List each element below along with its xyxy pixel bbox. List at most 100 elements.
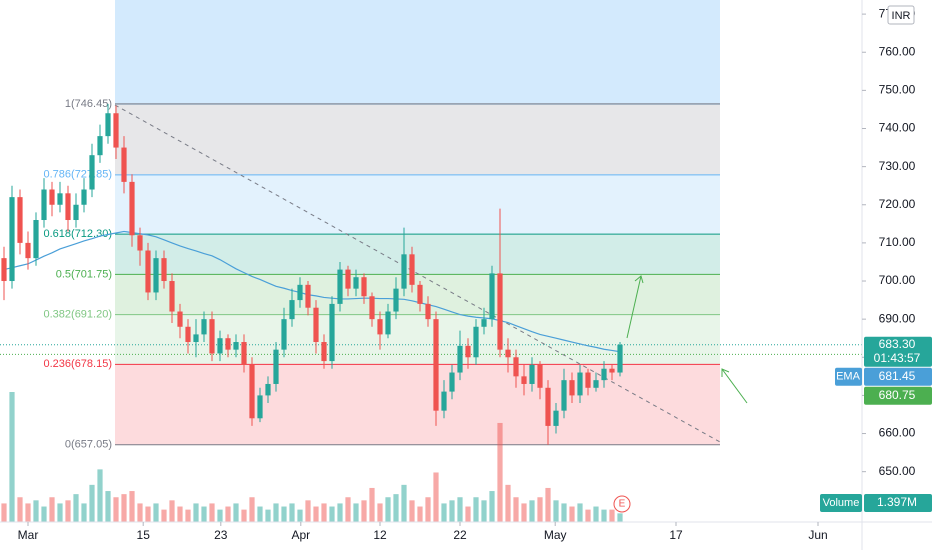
fib-zone — [115, 103, 720, 175]
candle-body — [97, 136, 103, 156]
candle-body — [593, 380, 599, 388]
volume-bar — [81, 503, 87, 522]
x-tick-label: Jun — [808, 528, 827, 542]
arrow — [721, 368, 748, 404]
volume-name-badge — [820, 494, 862, 512]
candle-body — [65, 193, 71, 221]
candle-body — [209, 319, 215, 354]
candle-body — [57, 193, 63, 205]
fib-label: 0.236(678.15) — [44, 358, 113, 370]
volume-bar — [217, 509, 223, 522]
candle-body — [577, 372, 583, 396]
candle-body — [609, 368, 615, 373]
candle-body — [257, 395, 263, 419]
candle-body — [465, 345, 471, 358]
volume-bar — [441, 503, 447, 522]
volume-bar — [361, 500, 367, 522]
y-tick-label: 700.00 — [879, 273, 916, 287]
candle-body — [289, 300, 295, 320]
candle-body — [553, 410, 559, 426]
candle-body — [513, 357, 519, 377]
volume-bar — [321, 503, 327, 522]
y-tick-label: 760.00 — [879, 44, 916, 58]
volume-bar — [209, 503, 215, 522]
volume-bar — [433, 472, 439, 522]
candle-body — [401, 254, 407, 289]
volume-bar — [105, 491, 111, 522]
candle-body — [569, 380, 575, 396]
candle-body — [273, 349, 279, 384]
candle-body — [105, 113, 111, 137]
candle-body — [113, 113, 119, 148]
candle-body — [41, 189, 47, 221]
arrow-head — [721, 368, 730, 377]
volume-bar — [41, 506, 47, 522]
volume-bar — [537, 497, 543, 522]
volume-bar — [201, 506, 207, 522]
volume-bar — [473, 497, 479, 522]
candle-body — [185, 326, 191, 343]
last-price-badge — [864, 336, 932, 367]
volume-bar — [73, 494, 79, 522]
volume-bar — [161, 509, 167, 522]
volume-bar — [113, 497, 119, 522]
candle-body — [121, 147, 127, 182]
price-line-badge — [864, 386, 932, 405]
last-price: 683.30 — [879, 337, 916, 351]
candle-body — [145, 250, 151, 293]
earnings: E — [613, 495, 631, 513]
candle-body — [297, 284, 303, 301]
ema-name: EMA — [836, 371, 861, 383]
volume-bar — [353, 503, 359, 522]
fib-label: 1(746.45) — [65, 98, 112, 110]
volume-badge — [864, 494, 932, 512]
volume-bar — [137, 503, 143, 522]
volume-bar — [97, 469, 103, 522]
candle-body — [489, 273, 495, 320]
candle-body — [89, 155, 95, 190]
candle-body — [217, 338, 223, 354]
ema-layer — [3, 230, 621, 353]
volume-bar — [241, 509, 247, 522]
volume-bar — [385, 497, 391, 522]
volume-name: Volume — [823, 497, 860, 509]
ema-line — [3, 230, 621, 353]
volume-bar — [401, 484, 407, 522]
x-tick-label: 17 — [669, 528, 683, 542]
volume-bar — [609, 509, 615, 522]
candle-body — [281, 319, 287, 350]
candle-body — [529, 364, 535, 384]
volume-pane — [1, 392, 623, 522]
volume-bar — [121, 494, 127, 522]
volume-bar — [273, 503, 279, 522]
candle-body — [193, 334, 199, 343]
arrow — [626, 275, 642, 339]
candle-body — [481, 319, 487, 327]
candle-body — [321, 342, 327, 362]
candle-body — [129, 181, 135, 236]
volume-bar — [577, 503, 583, 522]
position-zone — [115, 0, 720, 105]
candle-body — [73, 204, 79, 221]
candle-body — [353, 277, 359, 289]
candle-body — [329, 303, 335, 362]
y-tick-label: 660.00 — [879, 426, 916, 440]
volume-bar — [305, 500, 311, 522]
candle-body — [169, 281, 175, 312]
candle-body — [537, 364, 543, 388]
candle-body — [433, 319, 439, 411]
earnings-badge — [613, 495, 631, 513]
volume-bar — [593, 506, 599, 522]
volume-value: 1.397M — [877, 495, 917, 509]
volume-bar — [17, 497, 23, 522]
volume-bar — [553, 500, 559, 522]
candle-body — [337, 269, 343, 304]
y-tick-label: 730.00 — [879, 159, 916, 173]
time-axis-bg — [0, 522, 932, 550]
volume-bar — [497, 422, 503, 522]
volume-bar — [465, 506, 471, 522]
earnings-text: E — [619, 499, 626, 510]
volume-bar — [425, 497, 431, 522]
